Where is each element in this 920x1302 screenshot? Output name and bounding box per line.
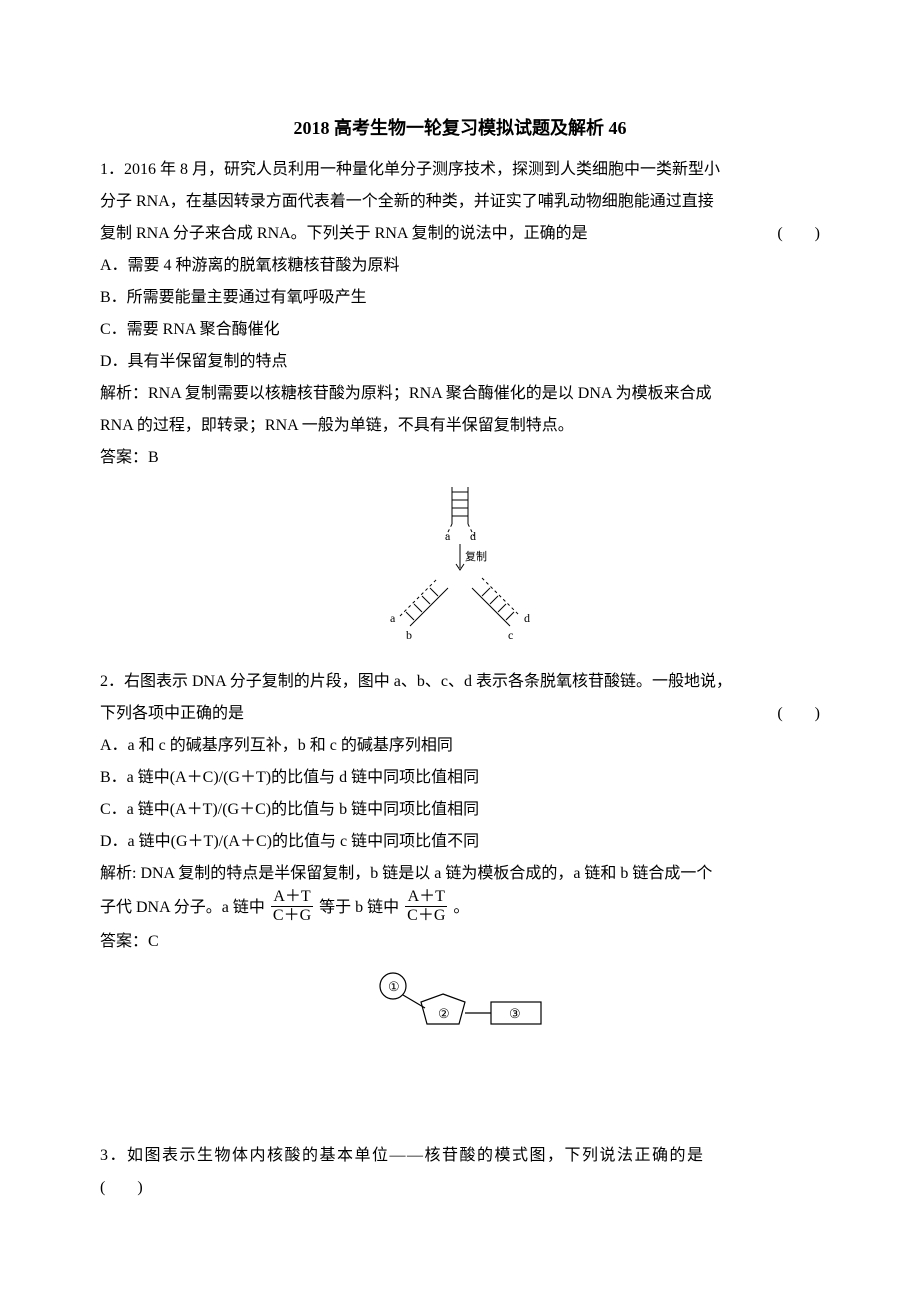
dna-replication-diagram: a d 复制 a b c d	[100, 484, 820, 656]
q1-paren: ( )	[777, 218, 820, 250]
q1-stem-line2: 分子 RNA，在基因转录方面代表着一个全新的种类，并证实了哺乳动物细胞能通过直接	[100, 186, 820, 218]
d1-lbl-copy: 复制	[465, 549, 487, 563]
d1-lbl-c: c	[508, 628, 513, 642]
q2-option-d: D．a 链中(G＋T)/(A＋C)的比值与 c 链中同项比值不同	[100, 826, 820, 858]
q2-stem-line2: 下列各项中正确的是 ( )	[100, 698, 820, 730]
nucleotide-svg: ① ② ③	[365, 968, 555, 1038]
q1-stem-line3-text: 复制 RNA 分子来合成 RNA。下列关于 RNA 复制的说法中，正确的是	[100, 225, 588, 242]
q1-stem-line1: 1．2016 年 8 月，研究人员利用一种量化单分子测序技术，探测到人类细胞中一…	[100, 154, 820, 186]
q2-stem-line1: 2．右图表示 DNA 分子复制的片段，图中 a、b、c、d 表示各条脱氧核苷酸链…	[100, 666, 820, 698]
spacer	[100, 1060, 820, 1140]
q2-option-b: B．a 链中(A＋C)/(G＋T)的比值与 d 链中同项比值相同	[100, 762, 820, 794]
q1-option-b: B．所需要能量主要通过有氧呼吸产生	[100, 282, 820, 314]
q3-paren-line: ( )	[100, 1172, 820, 1204]
q2-option-c: C．a 链中(A＋T)/(G＋C)的比值与 b 链中同项比值相同	[100, 794, 820, 826]
d1-lbl-b: b	[406, 628, 412, 642]
d1-lbl-top-d: d	[470, 529, 476, 543]
q2-explain-mid: 等于 b 链中	[319, 899, 399, 916]
d2-n1: ①	[388, 979, 400, 994]
q2-frac1-den: C＋G	[271, 907, 313, 925]
page-title: 2018 高考生物一轮复习模拟试题及解析 46	[100, 110, 820, 146]
q2-answer: 答案：C	[100, 926, 820, 958]
q1-option-c: C．需要 RNA 聚合酶催化	[100, 314, 820, 346]
d1-lbl-d: d	[524, 611, 530, 625]
q2-frac1: A＋T C＋G	[271, 888, 313, 924]
q2-option-a: A．a 和 c 的碱基序列互补，b 和 c 的碱基序列相同	[100, 730, 820, 762]
q1-answer: 答案：B	[100, 442, 820, 474]
q1-option-a: A．需要 4 种游离的脱氧核糖核苷酸为原料	[100, 250, 820, 282]
d2-n2: ②	[438, 1006, 450, 1021]
q1-explain-line2: RNA 的过程，即转录；RNA 一般为单链，不具有半保留复制特点。	[100, 410, 820, 442]
q3-stem-line1: 3．如图表示生物体内核酸的基本单位——核苷酸的模式图，下列说法正确的是	[100, 1140, 820, 1172]
q2-stem-line2-text: 下列各项中正确的是	[100, 705, 244, 722]
nucleotide-diagram: ① ② ③	[100, 968, 820, 1050]
q1-option-d: D．具有半保留复制的特点	[100, 346, 820, 378]
q2-explain-post: 。	[453, 899, 469, 916]
d2-n3: ③	[509, 1006, 521, 1021]
q1-stem-line3: 复制 RNA 分子来合成 RNA。下列关于 RNA 复制的说法中，正确的是 ( …	[100, 218, 820, 250]
dna-diagram-svg: a d 复制 a b c d	[370, 484, 550, 644]
q2-explain-line2: 子代 DNA 分子。a 链中 A＋T C＋G 等于 b 链中 A＋T C＋G 。	[100, 890, 820, 926]
q2-explain-line1: 解析: DNA 复制的特点是半保留复制，b 链是以 a 链为模板合成的，a 链和…	[100, 858, 820, 890]
q1-explain-line1: 解析：RNA 复制需要以核糖核苷酸为原料；RNA 聚合酶催化的是以 DNA 为模…	[100, 378, 820, 410]
d1-lbl-top-a: a	[445, 529, 451, 543]
q2-paren: ( )	[777, 698, 820, 730]
q2-frac2-num: A＋T	[405, 888, 447, 907]
q2-frac1-num: A＋T	[271, 888, 313, 907]
q2-frac2-den: C＋G	[405, 907, 447, 925]
d1-lbl-a: a	[390, 611, 396, 625]
q2-frac2: A＋T C＋G	[405, 888, 447, 924]
q2-explain-pre: 子代 DNA 分子。a 链中	[100, 899, 265, 916]
page: 2018 高考生物一轮复习模拟试题及解析 46 1．2016 年 8 月，研究人…	[0, 0, 920, 1302]
